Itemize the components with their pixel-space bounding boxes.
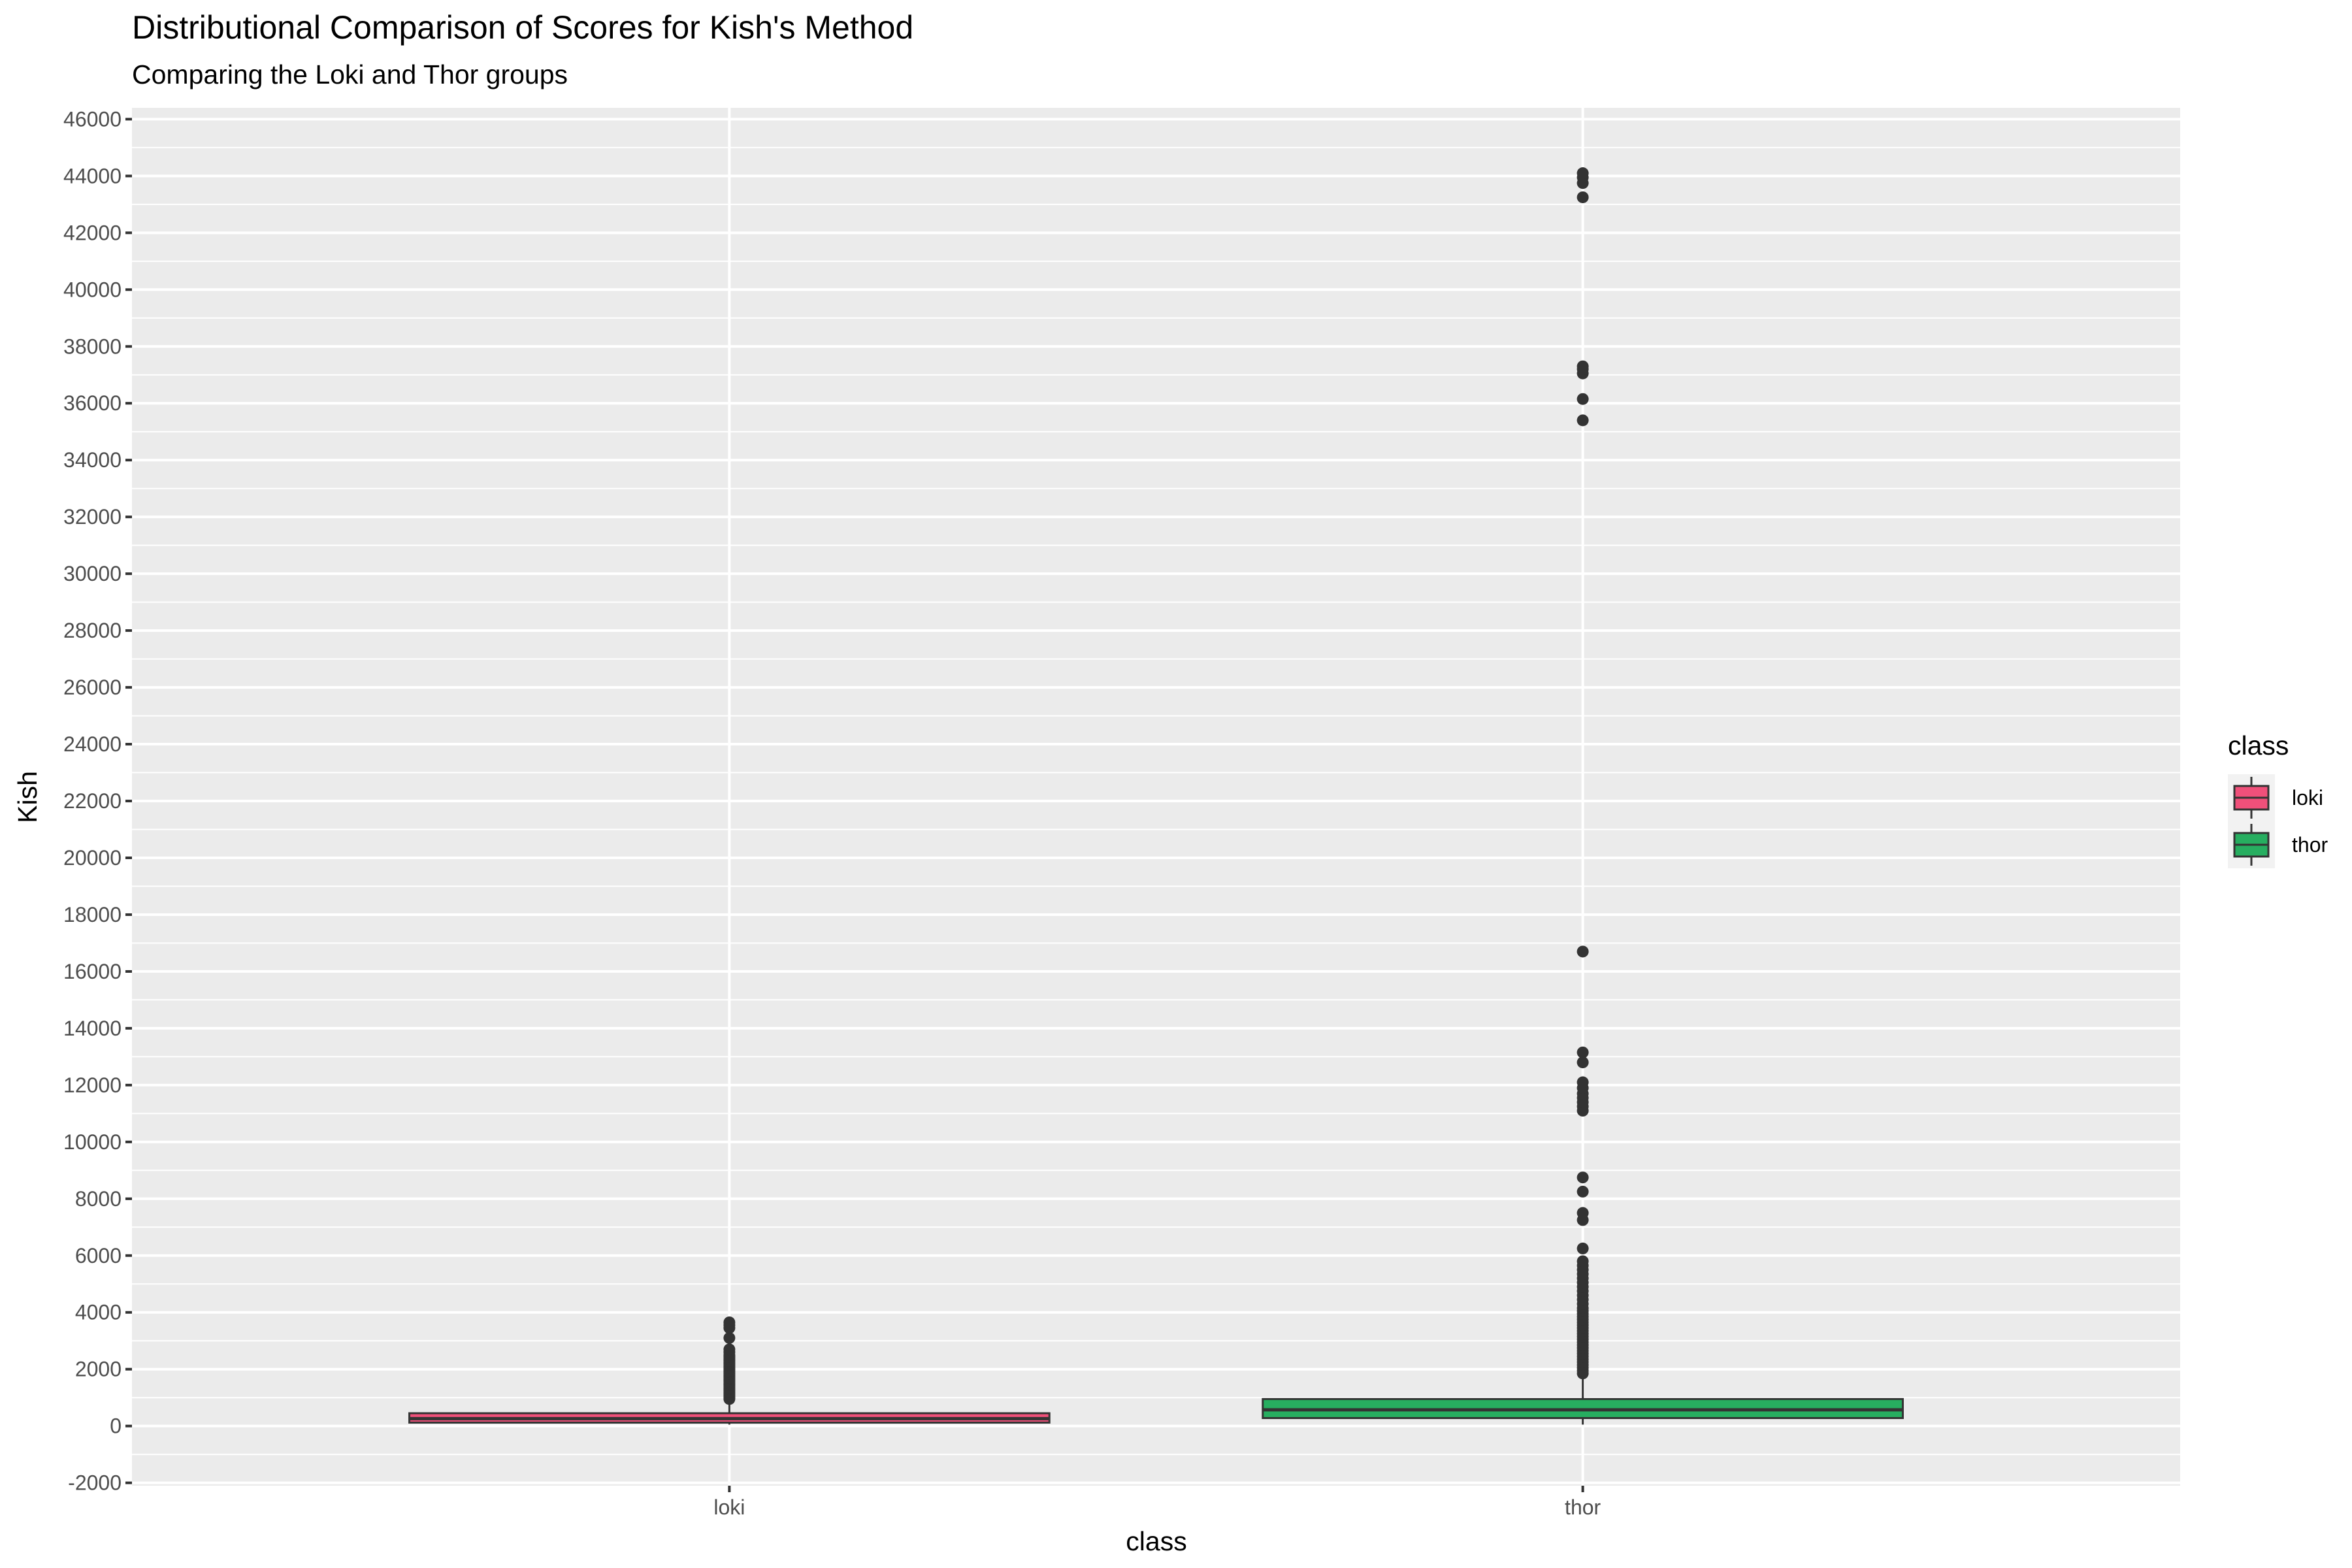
legend-item-loki: loki: [2228, 774, 2323, 821]
outlier-point: [1576, 414, 1589, 427]
outlier-point: [723, 1316, 736, 1328]
outlier-point: [1576, 945, 1589, 958]
y-axis-title: Kish: [12, 771, 42, 823]
outlier-point: [1576, 393, 1589, 405]
outlier-point: [1576, 1207, 1589, 1219]
chart-subtitle: Comparing the Loki and Thor groups: [132, 59, 568, 90]
y-tick-label: 16000: [63, 960, 122, 983]
outlier-point: [723, 1343, 736, 1356]
outlier-point: [1576, 1255, 1589, 1267]
y-tick-label: 32000: [63, 505, 122, 529]
y-tick-label: 24000: [63, 732, 122, 756]
y-tick-label: 26000: [63, 676, 122, 699]
legend: class loki thor: [2228, 730, 2328, 868]
y-axis: -2000 0 2000 4000 6000 8000 10000 12000 14000 160…: [63, 107, 132, 1495]
legend-title: class: [2228, 730, 2289, 760]
outlier-point: [1576, 1185, 1589, 1198]
outlier-point: [1576, 1171, 1589, 1184]
x-axis: loki thor: [713, 1486, 1601, 1519]
y-tick-label: 42000: [63, 221, 122, 244]
y-tick-label: 0: [110, 1414, 122, 1438]
y-tick-label: 18000: [63, 903, 122, 926]
y-tick-label: 34000: [63, 448, 122, 472]
outlier-point: [1576, 1046, 1589, 1058]
outlier-point: [1576, 191, 1589, 203]
x-axis-title: class: [1126, 1526, 1186, 1556]
y-tick-label: -2000: [68, 1471, 122, 1495]
x-tick-label: loki: [713, 1495, 745, 1519]
minor-gridlines: [132, 146, 2180, 1456]
plot-panel: [132, 108, 2180, 1486]
y-tick-label: 28000: [63, 619, 122, 642]
y-tick-label: 36000: [63, 391, 122, 415]
y-tick-label: 46000: [63, 107, 122, 131]
legend-label: loki: [2292, 786, 2323, 809]
y-tick-label: 44000: [63, 164, 122, 188]
y-tick-label: 12000: [63, 1073, 122, 1097]
y-tick-label: 40000: [63, 278, 122, 301]
outlier-point: [1576, 1056, 1589, 1069]
x-tick-label: thor: [1565, 1495, 1601, 1519]
outlier-point: [1576, 1076, 1589, 1088]
outlier-point: [1576, 360, 1589, 372]
y-tick-label: 10000: [63, 1130, 122, 1154]
y-tick-label: 20000: [63, 846, 122, 870]
major-gridlines: [132, 108, 2180, 1486]
y-tick-label: 4000: [75, 1301, 122, 1324]
legend-item-thor: thor: [2228, 821, 2328, 868]
outlier-point: [723, 1331, 736, 1344]
y-tick-label: 2000: [75, 1358, 122, 1381]
y-tick-label: 8000: [75, 1187, 122, 1211]
y-tick-label: 22000: [63, 789, 122, 813]
legend-label: thor: [2292, 833, 2328, 857]
boxplot-thor: [1262, 167, 1904, 1425]
outlier-point: [1576, 167, 1589, 180]
y-tick-label: 6000: [75, 1244, 122, 1267]
plot-panel-background: [132, 108, 2180, 1486]
boxplots: [408, 167, 1904, 1425]
outlier-point: [1576, 1242, 1589, 1254]
y-tick-label: 14000: [63, 1017, 122, 1040]
chart-title: Distributional Comparison of Scores for …: [132, 9, 913, 46]
y-tick-label: 38000: [63, 335, 122, 358]
y-tick-label: 30000: [63, 562, 122, 585]
boxplot-loki: [408, 1316, 1051, 1425]
